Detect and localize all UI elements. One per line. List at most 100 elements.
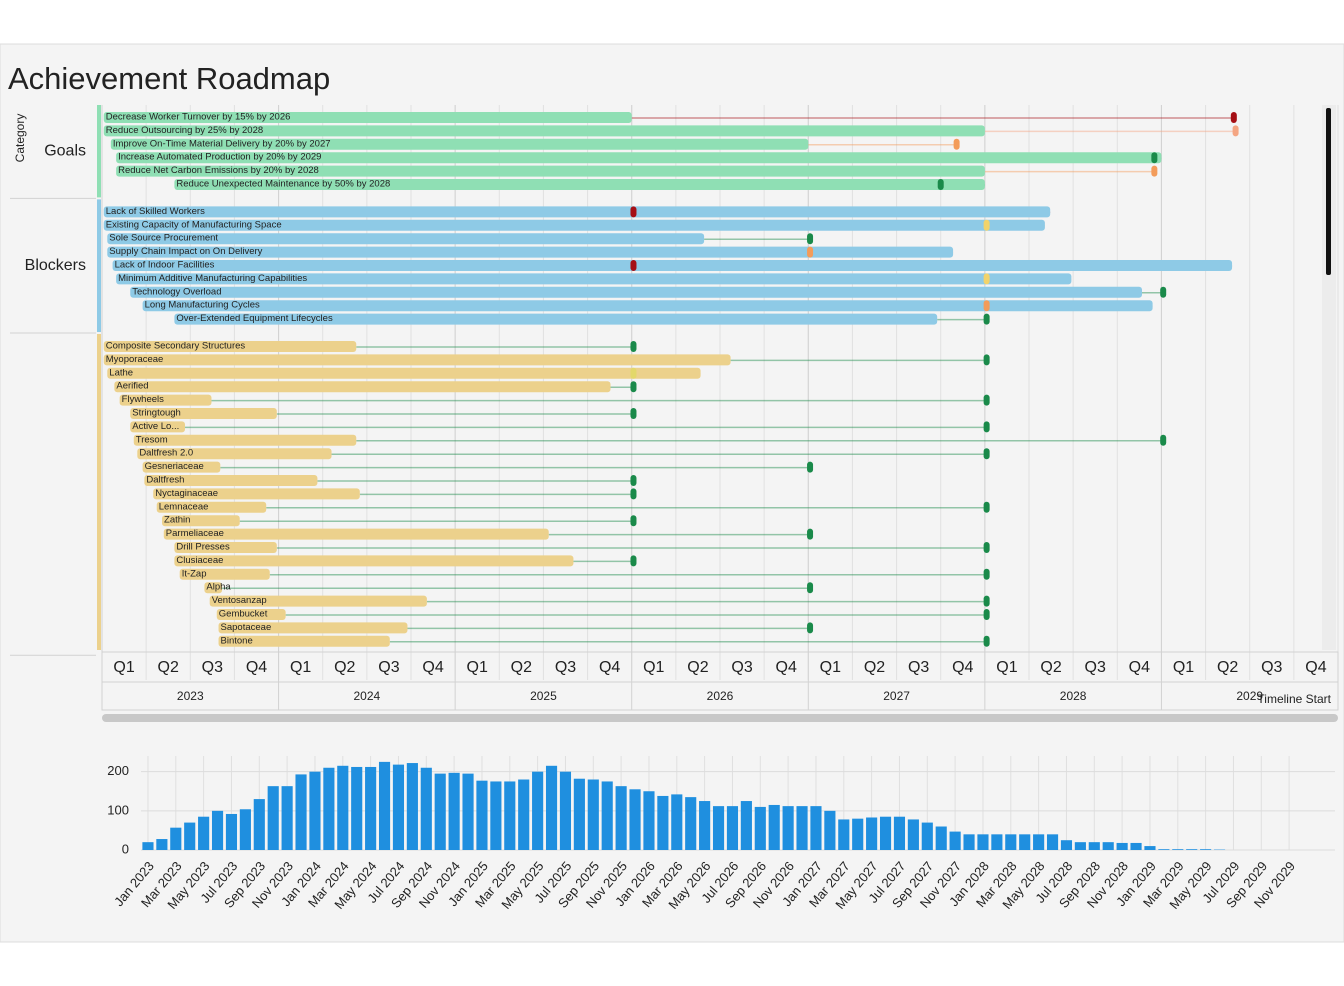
task-bar <box>218 635 390 647</box>
milestone <box>983 595 990 607</box>
milestone <box>1160 434 1167 446</box>
bar <box>545 765 558 850</box>
gantt: 2023 2024 2025 2026 2027 2028 2029 Q1 Q2 Q3 Q4 Q1 Q2… <box>10 105 1339 711</box>
task-bar <box>162 515 240 527</box>
task-label: Flywheels <box>122 394 164 405</box>
task-label: Long Manufacturing Cycles <box>145 300 260 311</box>
milestone <box>983 568 990 580</box>
quarter-label: Q1 <box>643 659 664 676</box>
task-label: Existing Capacity of Manufacturing Space <box>106 219 282 230</box>
quarter-label: Q3 <box>378 659 399 676</box>
bar <box>893 816 906 850</box>
quarter-label: Q4 <box>246 659 267 676</box>
bar <box>991 834 1003 850</box>
bar <box>295 774 307 850</box>
task-bar <box>133 434 357 446</box>
bar <box>170 827 182 850</box>
bar <box>879 816 892 850</box>
bar <box>949 831 961 850</box>
quarter-label: Q3 <box>1261 659 1282 676</box>
task-bar <box>103 112 632 123</box>
task-bar <box>107 246 954 258</box>
bar <box>657 795 669 850</box>
bar <box>921 822 933 850</box>
bar <box>351 766 363 850</box>
bar <box>1172 849 1184 850</box>
quarter-label: Q1 <box>820 659 841 676</box>
task-bar <box>137 448 332 460</box>
bar <box>490 781 502 850</box>
task-label: Increase Automated Production by 20% by … <box>118 152 321 163</box>
task-label: Aerified <box>116 381 148 392</box>
bar <box>1088 842 1100 850</box>
task-bar <box>130 421 185 433</box>
milestone <box>1151 152 1158 164</box>
task-bar <box>174 313 938 325</box>
bar <box>963 834 975 850</box>
bar <box>462 773 474 850</box>
bar <box>309 771 321 850</box>
bar <box>434 773 446 850</box>
task-label: Lack of Indoor Facilities <box>115 260 215 271</box>
task-bar <box>103 341 357 352</box>
task-label: Technology Overload <box>132 286 221 297</box>
milestone <box>983 394 990 406</box>
quarter-label: Q2 <box>158 659 179 676</box>
bar <box>1200 849 1212 850</box>
y-tick-label: 200 <box>107 763 129 778</box>
task-bar <box>103 354 731 366</box>
task-bar <box>114 381 611 393</box>
bar <box>935 826 947 850</box>
bar <box>559 771 572 850</box>
task-bar <box>216 609 286 620</box>
task-label: Ventosanzap <box>212 595 267 606</box>
year-label: 2027 <box>883 689 910 703</box>
bar <box>378 761 391 850</box>
year-label: 2026 <box>707 689 734 703</box>
milestone <box>630 475 637 486</box>
milestone <box>630 206 637 218</box>
v-scrollbar[interactable] <box>1326 108 1331 275</box>
milestone <box>983 300 990 312</box>
milestone <box>983 635 990 647</box>
year-label: 2023 <box>177 689 204 703</box>
bar <box>267 786 279 850</box>
task-label: Daltfresh <box>146 475 184 486</box>
quarter-label: Q2 <box>511 659 532 676</box>
year-label: 2028 <box>1060 689 1087 703</box>
task-bar <box>218 622 408 634</box>
milestone <box>807 233 814 245</box>
task-bar <box>116 273 1072 285</box>
bar <box>643 791 655 850</box>
bar <box>225 813 238 850</box>
task-bar <box>144 475 318 486</box>
milestone <box>630 515 637 527</box>
milestone <box>953 138 960 150</box>
task-bar <box>130 286 1143 298</box>
quarter-label: Q4 <box>1305 659 1326 676</box>
milestone <box>807 246 814 258</box>
bar <box>1033 834 1045 850</box>
bar <box>768 804 780 850</box>
milestone <box>1151 165 1158 177</box>
task-bar <box>103 206 1051 218</box>
bar <box>601 781 613 850</box>
task-label: Zathin <box>164 515 190 526</box>
task-bar <box>163 528 549 540</box>
milestone <box>983 448 990 460</box>
milestone <box>630 367 637 379</box>
rows: Decrease Worker Turnover by 15% by 2026 R… <box>103 112 1239 647</box>
task-label: Clusiaceae <box>176 555 223 566</box>
quarter-label: Q2 <box>687 659 708 676</box>
task-label: It-Zap <box>182 568 207 579</box>
bar <box>1060 840 1073 850</box>
quarter-label: Q3 <box>202 659 223 676</box>
task-label: Tresom <box>136 434 168 445</box>
milestone <box>983 542 990 553</box>
task-label: Gembucket <box>219 609 268 620</box>
milestone <box>807 461 814 473</box>
quarter-label: Q4 <box>952 659 973 676</box>
h-scrollbar[interactable] <box>102 714 1338 722</box>
bar <box>838 819 850 850</box>
